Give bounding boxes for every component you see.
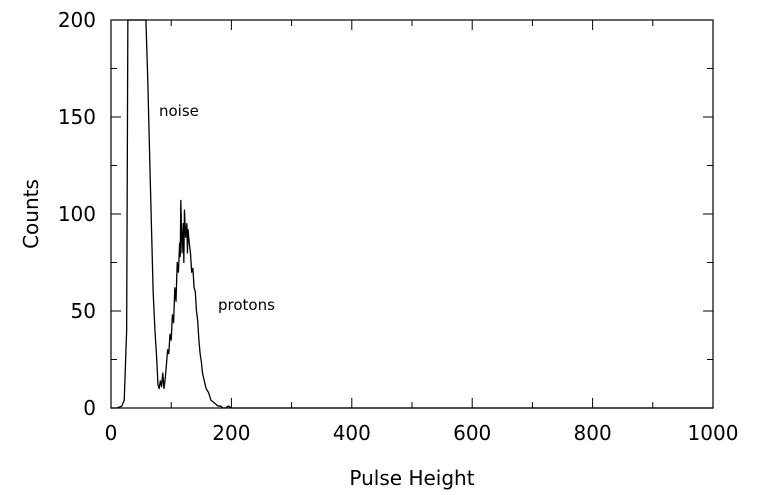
y-tick-label-0: 0 bbox=[83, 396, 96, 420]
axis-ticks bbox=[110, 19, 714, 409]
x-tick-label-1000: 1000 bbox=[688, 421, 739, 445]
series-line-counts bbox=[111, 19, 713, 409]
y-tick-label-200: 200 bbox=[58, 8, 96, 32]
y-tick-labels: 0 50 100 150 200 bbox=[58, 8, 96, 420]
x-tick-label-400: 400 bbox=[333, 421, 371, 445]
x-tick-label-200: 200 bbox=[212, 421, 250, 445]
x-tick-labels: 0 200 400 600 800 1000 bbox=[105, 421, 739, 445]
annotation-noise: noise bbox=[159, 102, 199, 120]
x-tick-label-800: 800 bbox=[574, 421, 612, 445]
y-tick-label-150: 150 bbox=[58, 105, 96, 129]
y-tick-label-100: 100 bbox=[58, 202, 96, 226]
x-tick-label-600: 600 bbox=[453, 421, 491, 445]
y-tick-label-50: 50 bbox=[71, 299, 96, 323]
x-axis-title: Pulse Height bbox=[349, 466, 474, 490]
y-axis-title: Counts bbox=[19, 179, 43, 249]
plot-frame bbox=[110, 19, 714, 409]
x-tick-label-0: 0 bbox=[105, 421, 118, 445]
annotation-protons: protons bbox=[218, 296, 275, 314]
